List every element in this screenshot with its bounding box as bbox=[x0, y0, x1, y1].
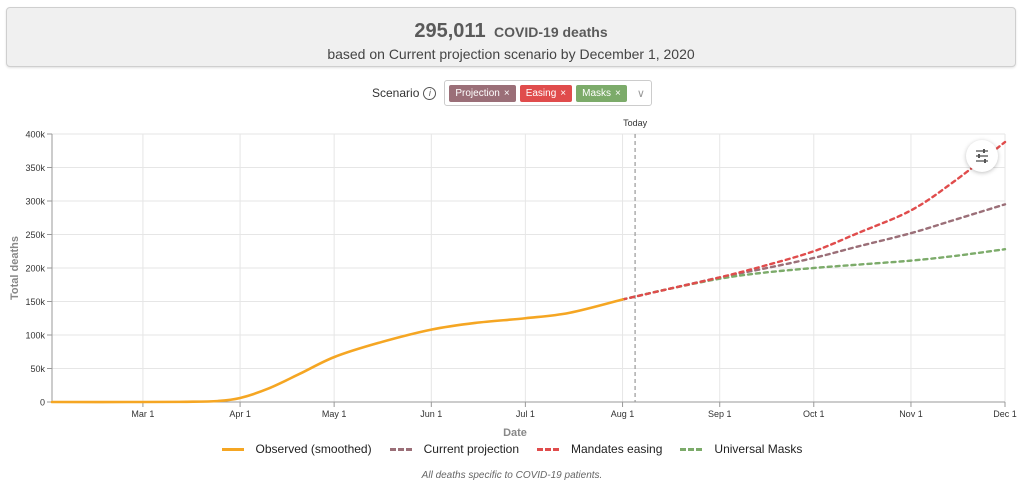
legend-label-observed: Observed (smoothed) bbox=[255, 442, 372, 456]
x-tick-label: Jun 1 bbox=[420, 409, 442, 419]
legend-label-current: Current projection bbox=[423, 442, 519, 456]
x-tick-label: May 1 bbox=[322, 409, 347, 419]
chart-grid bbox=[52, 133, 1006, 403]
y-axis-label: Total deaths bbox=[9, 236, 21, 300]
summary-headline: 295,011 COVID-19 deaths bbox=[7, 20, 1015, 44]
remove-projection-icon[interactable]: × bbox=[503, 87, 510, 99]
scenario-selector-row: Scenario i Projection × Easing × Masks × ∨ bbox=[372, 80, 652, 106]
y-tick-label: 150k bbox=[25, 297, 45, 307]
chart-series: Today bbox=[50, 118, 1007, 404]
y-tick-label: 0 bbox=[40, 398, 45, 408]
legend-swatch-easing bbox=[537, 447, 559, 451]
chip-projection-label: Projection bbox=[455, 87, 500, 99]
legend-item-observed[interactable]: Observed (smoothed) bbox=[221, 442, 372, 456]
death-count: 295,011 bbox=[414, 20, 486, 42]
footnote: All deaths specific to COVID-19 patients… bbox=[421, 470, 603, 481]
legend-label-masks: Universal Masks bbox=[714, 442, 803, 456]
chart-axes: 0 50k 100k 150k 200k 250k 300k 350k 400k Mar 1 Apr… bbox=[25, 130, 1016, 420]
chevron-down-icon[interactable]: ∨ bbox=[636, 87, 645, 100]
chip-easing[interactable]: Easing × bbox=[519, 84, 573, 102]
y-tick-label: 300k bbox=[25, 197, 45, 207]
x-tick-label: Mar 1 bbox=[131, 409, 154, 419]
x-axis-label: Date bbox=[503, 427, 527, 439]
remove-masks-icon[interactable]: × bbox=[615, 87, 621, 99]
x-tick-label: Oct 1 bbox=[803, 409, 825, 419]
x-tick-label: Sep 1 bbox=[708, 409, 732, 419]
series-line-mandates-easing bbox=[621, 140, 1007, 301]
legend-swatch-current bbox=[389, 447, 412, 451]
scenario-multiselect[interactable]: Projection × Easing × Masks × ∨ bbox=[444, 80, 652, 106]
x-tick-label: Nov 1 bbox=[899, 409, 923, 419]
summary-subtitle: based on Current projection scenario by … bbox=[327, 46, 695, 62]
remove-easing-icon[interactable]: × bbox=[560, 87, 567, 99]
scenario-label: Scenario bbox=[372, 86, 420, 100]
y-tick-label: 400k bbox=[25, 130, 45, 140]
death-count-label: COVID-19 deaths bbox=[494, 24, 608, 40]
summary-box: 295,011 COVID-19 deaths based on Current… bbox=[6, 7, 1016, 67]
series-line-observed-smoothed bbox=[50, 298, 624, 404]
legend-label-easing: Mandates easing bbox=[571, 442, 663, 456]
deaths-chart: 0 50k 100k 150k 200k 250k 300k 350k 400k Mar 1 Apr… bbox=[9, 118, 1017, 439]
sliders-icon bbox=[976, 149, 988, 163]
today-marker-label: Today bbox=[623, 118, 648, 128]
x-tick-label: Jul 1 bbox=[516, 409, 535, 419]
legend-swatch-masks bbox=[680, 447, 703, 451]
y-tick-label: 250k bbox=[25, 230, 45, 240]
chip-masks-label: Masks bbox=[582, 87, 612, 99]
x-tick-label: Dec 1 bbox=[993, 409, 1017, 419]
chip-easing-label: Easing bbox=[525, 87, 557, 99]
chip-projection[interactable]: Projection × bbox=[449, 84, 516, 102]
legend-item-easing[interactable]: Mandates easing bbox=[537, 442, 662, 456]
y-tick-label: 50k bbox=[30, 364, 45, 374]
chip-masks[interactable]: Masks × bbox=[576, 84, 627, 102]
y-tick-label: 200k bbox=[25, 264, 45, 274]
chart-settings-button[interactable] bbox=[966, 140, 998, 172]
y-tick-label: 350k bbox=[25, 163, 45, 173]
legend-item-current[interactable]: Current projection bbox=[389, 442, 519, 456]
legend-item-masks[interactable]: Universal Masks bbox=[680, 442, 802, 456]
x-tick-label: Apr 1 bbox=[229, 409, 251, 419]
chart-legend: Observed (smoothed) Current projection M… bbox=[0, 442, 1024, 456]
x-tick-label: Aug 1 bbox=[611, 409, 635, 419]
y-tick-label: 100k bbox=[25, 331, 45, 341]
legend-swatch-observed bbox=[221, 447, 244, 451]
info-icon[interactable]: i bbox=[423, 86, 437, 100]
